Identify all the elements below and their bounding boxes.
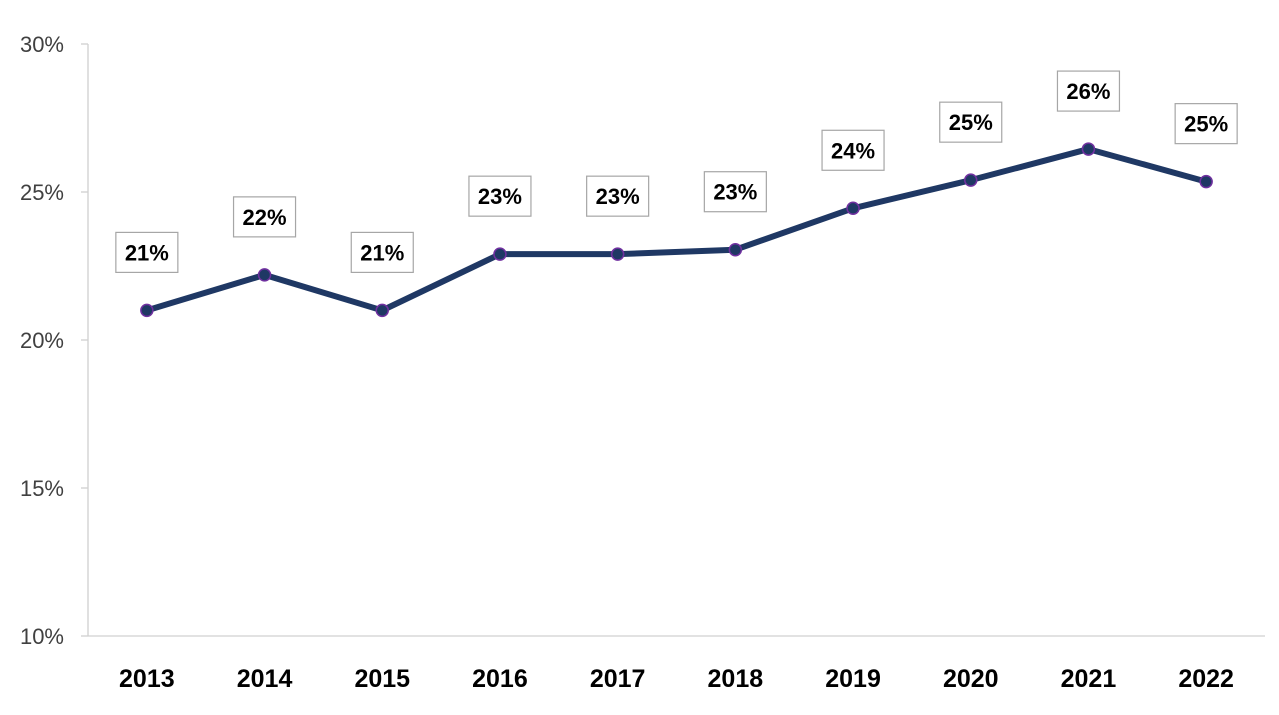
data-label-text: 23% (478, 184, 522, 209)
x-tick-label: 2020 (943, 665, 999, 693)
data-point (1081, 142, 1096, 156)
data-label-box (232, 196, 297, 238)
data-label-box (1056, 70, 1121, 112)
data-point (257, 268, 272, 282)
series-line (143, 146, 1210, 314)
data-labels: 21% 22% 21% 23% 23% 23% 24% 25% 26% 25% (115, 70, 1238, 273)
data-label-box (821, 129, 885, 171)
data-label-box (468, 175, 532, 217)
data-label: 23% (468, 175, 532, 217)
data-label-box (703, 171, 767, 213)
x-tick-label: 2021 (1061, 665, 1117, 693)
data-label-text: 21% (125, 240, 169, 265)
y-tick-label: 15% (20, 476, 64, 501)
data-point (728, 242, 743, 257)
data-label: 23% (703, 171, 767, 213)
data-label-text: 25% (949, 110, 993, 135)
x-tick-label: 2014 (237, 665, 293, 693)
data-label-box (350, 231, 414, 273)
data-label: 26% (1056, 70, 1121, 112)
data-point (140, 303, 154, 318)
data-label-text: 25% (1184, 112, 1228, 137)
data-point (964, 173, 978, 187)
y-axis-ticks: 10% 15% 20% 25% 30% (20, 32, 88, 649)
data-label-text: 23% (713, 180, 757, 205)
y-tick-label: 25% (20, 180, 64, 205)
data-label-box (1174, 103, 1238, 145)
x-tick-label: 2019 (825, 665, 881, 693)
x-tick-label: 2016 (472, 665, 528, 693)
data-label: 21% (350, 231, 414, 273)
data-label-box (115, 231, 179, 273)
y-tick-label: 30% (20, 32, 64, 57)
data-label: 22% (232, 196, 297, 238)
y-tick-label: 10% (20, 624, 64, 649)
data-points (140, 142, 1213, 318)
y-tick-label: 20% (20, 328, 64, 353)
x-tick-label: 2017 (590, 665, 646, 693)
x-tick-label: 2022 (1178, 665, 1234, 693)
data-point (846, 201, 860, 216)
x-tick-label: 2013 (119, 665, 175, 693)
data-label-text: 26% (1066, 79, 1110, 104)
data-label: 21% (115, 231, 179, 273)
data-point (493, 247, 507, 261)
data-label-text: 22% (243, 205, 287, 230)
data-label-box (586, 175, 650, 217)
data-label: 23% (586, 175, 650, 217)
x-tick-label: 2018 (708, 665, 764, 693)
series-group (143, 146, 1210, 314)
chart-axes (87, 44, 1265, 637)
data-label-box (939, 101, 1003, 143)
data-label: 25% (939, 101, 1003, 143)
x-tick-label: 2015 (354, 665, 410, 693)
data-label-text: 23% (596, 184, 640, 209)
data-label: 25% (1174, 103, 1238, 145)
data-label-text: 24% (831, 138, 875, 163)
data-point (1199, 174, 1213, 189)
data-point (375, 303, 389, 318)
x-axis-ticks: 2013 2014 2015 2016 2017 2018 2019 2020 2021 2022 (119, 665, 1234, 693)
data-label-text: 21% (360, 240, 404, 265)
data-label: 24% (821, 129, 885, 171)
data-point (610, 247, 625, 261)
